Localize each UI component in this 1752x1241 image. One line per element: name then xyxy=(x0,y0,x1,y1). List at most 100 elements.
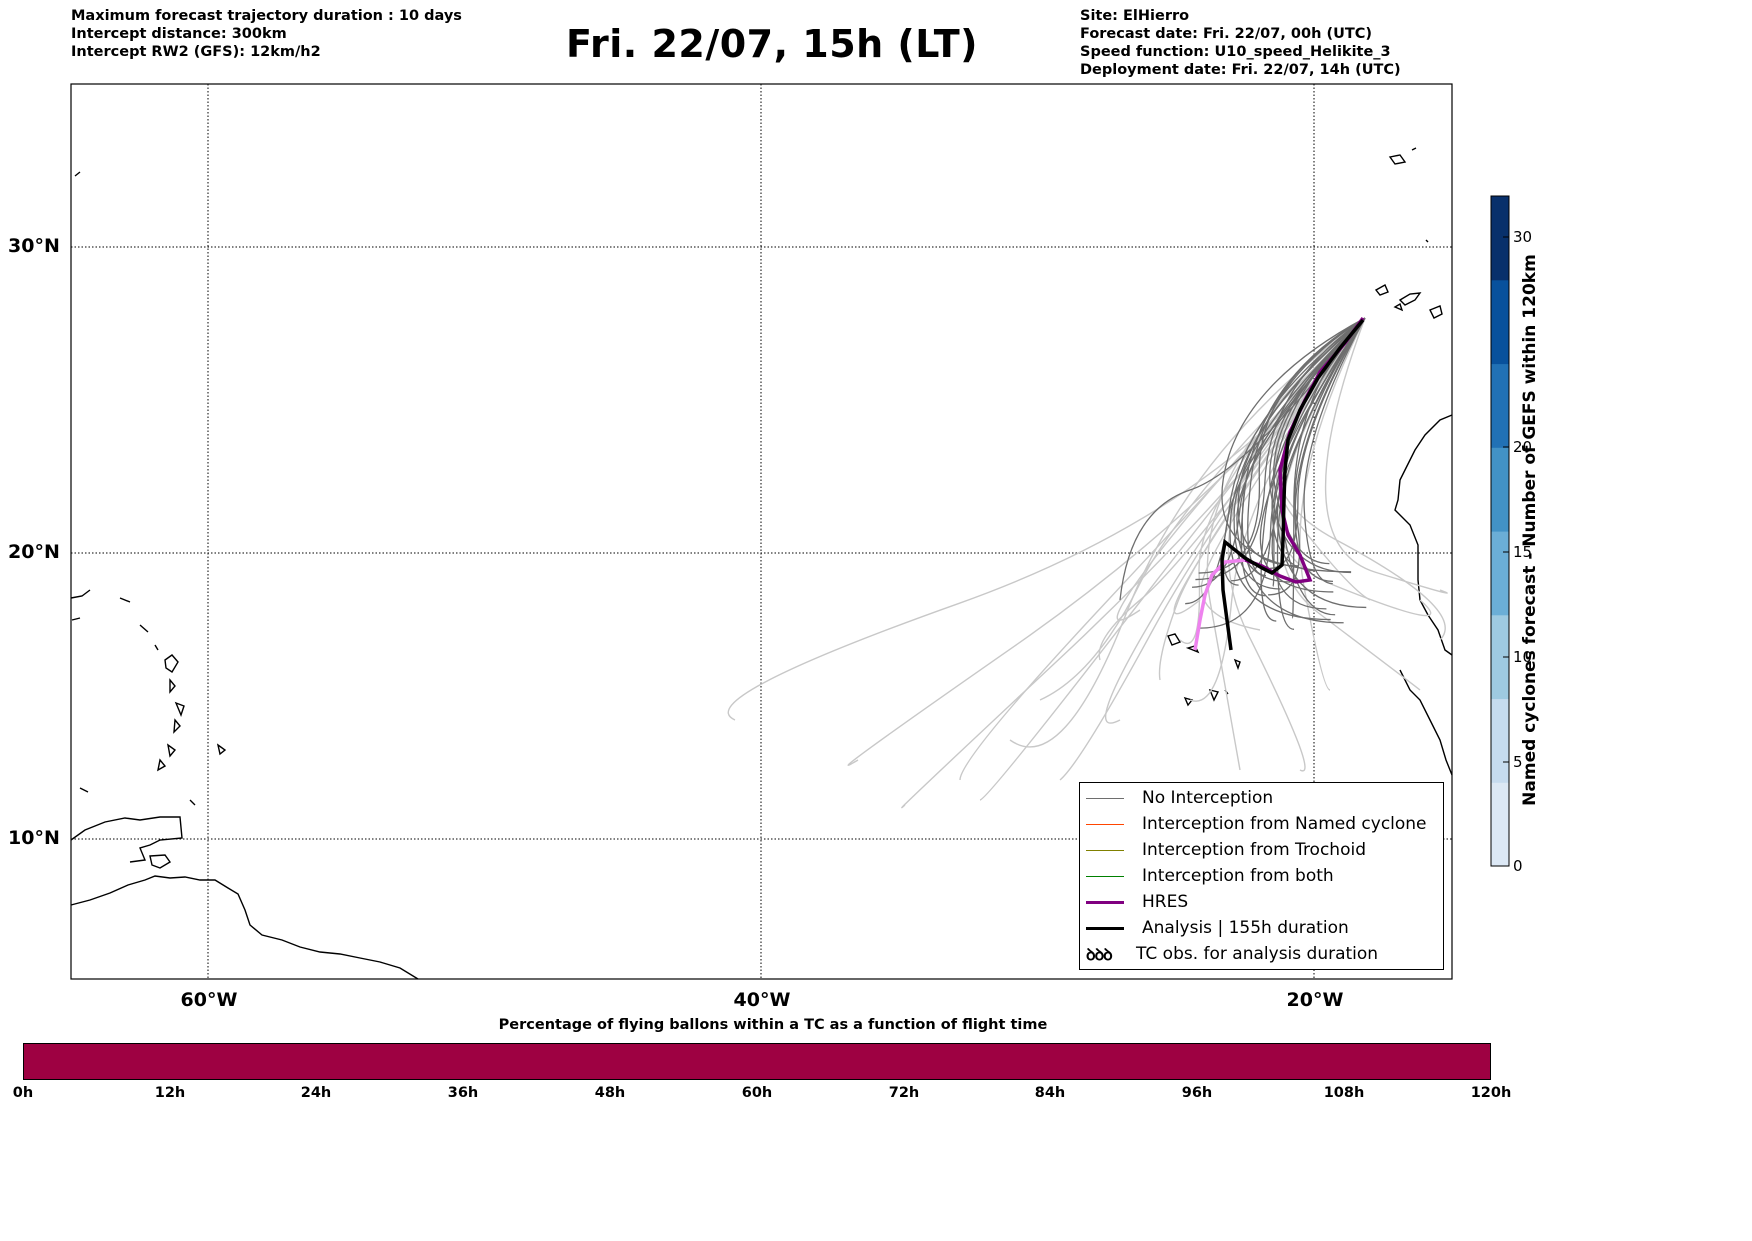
ensemble-trajectory xyxy=(1294,317,1366,583)
colorbar-title: Named cyclones forecast - Number of GEFS… xyxy=(1520,254,1540,806)
flight-time-tick: 72h xyxy=(888,1085,920,1101)
legend-item-no-interception: No Interception xyxy=(1080,785,1273,811)
intercept-rw2-text: Intercept RW2 (GFS): 12km/h2 xyxy=(71,44,321,60)
deployment-date-text: Deployment date: Fri. 22/07, 14h (UTC) xyxy=(1080,62,1401,78)
max-duration-text: Maximum forecast trajectory duration : 1… xyxy=(71,8,462,24)
page-title: Fri. 22/07, 15h (LT) xyxy=(566,22,979,66)
ensemble-trajectory xyxy=(1221,317,1366,573)
ensemble-trajectory xyxy=(1271,317,1366,610)
flight-time-tick: 24h xyxy=(300,1085,332,1101)
ensemble-trajectory xyxy=(1200,317,1366,629)
legend-item-both: Interception from both xyxy=(1080,863,1334,889)
colorbar-segment xyxy=(1491,531,1509,616)
ensemble-trajectory xyxy=(1271,317,1366,572)
analysis-trajectory xyxy=(1220,318,1365,651)
ensemble-trajectory xyxy=(1119,317,1366,601)
ensemble-trajectory xyxy=(1233,317,1366,590)
ensemble-trajectory xyxy=(1240,317,1366,597)
flight-time-tick: 36h xyxy=(447,1085,479,1101)
flight-time-bar-title: Percentage of flying ballons within a TC… xyxy=(498,1017,1048,1033)
legend-swatch xyxy=(1086,823,1124,825)
legend-label: Interception from both xyxy=(1142,866,1334,886)
colorbar-segment xyxy=(1491,447,1509,532)
lat-label-10n: 10°N xyxy=(8,827,60,849)
lesser-antilles xyxy=(79,597,227,806)
legend-swatch xyxy=(1086,900,1124,904)
legend-swatch xyxy=(1086,875,1124,877)
colorbar-segment xyxy=(1491,279,1509,365)
legend-swatch xyxy=(1086,849,1124,851)
trinidad-coast xyxy=(149,854,172,869)
legend-swatch xyxy=(1086,797,1124,799)
cyclone-colorbar-ticks xyxy=(1503,236,1509,867)
flight-time-tick: 60h xyxy=(741,1085,773,1101)
legend-label: Interception from Named cyclone xyxy=(1142,814,1427,834)
ensemble-trajectory xyxy=(1279,317,1421,691)
colorbar-tick: 30 xyxy=(1513,228,1533,246)
legend-item-tc-obs: ꝺꝺꝺ TC obs. for analysis duration xyxy=(1080,941,1378,967)
flight-time-tick: 96h xyxy=(1181,1085,1213,1101)
legend-item-named-cyclone: Interception from Named cyclone xyxy=(1080,811,1427,837)
site-text: Site: ElHierro xyxy=(1080,8,1190,24)
ensemble-trajectory xyxy=(1195,317,1366,581)
ensemble-trajectory xyxy=(1059,317,1366,781)
colorbar-segment xyxy=(1491,196,1509,281)
ensemble-trajectory xyxy=(1259,317,1366,593)
canary-islands xyxy=(1374,284,1443,319)
legend-item-hres: HRES xyxy=(1080,889,1188,915)
legend-label: Analysis | 155h duration xyxy=(1142,918,1349,938)
venezuela-coast xyxy=(70,816,183,863)
legend-label: No Interception xyxy=(1142,788,1274,808)
lat-label-20n: 20°N xyxy=(8,541,60,563)
madeira xyxy=(1388,147,1417,165)
ensemble-trajectory xyxy=(1009,317,1366,748)
cape-verde-islands-far xyxy=(1425,239,1429,243)
ensemble-trajectories-no-interception xyxy=(1119,317,1367,630)
south-america-coast xyxy=(70,875,419,980)
ensemble-trajectory xyxy=(1206,317,1366,771)
ensemble-trajectory xyxy=(1269,317,1366,574)
coastlines xyxy=(70,147,1453,980)
ensemble-trajectory xyxy=(1179,317,1366,645)
cyclone-colorbar-frame xyxy=(1490,195,1510,867)
colorbar-tick: 10 xyxy=(1513,648,1533,666)
flight-time-tick: 108h xyxy=(1323,1085,1365,1101)
lat-label-30n: 30°N xyxy=(8,235,60,257)
legend-item-analysis: Analysis | 155h duration xyxy=(1080,915,1349,941)
colorbar-segment xyxy=(1491,614,1509,700)
west-africa-coast xyxy=(1394,414,1453,656)
speed-function-text: Speed function: U10_speed_Helikite_3 xyxy=(1080,44,1391,60)
ensemble-trajectory xyxy=(1229,317,1366,621)
flight-time-tick: 84h xyxy=(1034,1085,1066,1101)
colorbar-tick: 5 xyxy=(1513,753,1523,771)
colorbar-tick: 0 xyxy=(1513,857,1523,875)
legend-label: HRES xyxy=(1142,892,1189,912)
colorbar-segment xyxy=(1491,782,1509,867)
lon-label-40w: 40°W xyxy=(733,989,791,1011)
ensemble-trajectory xyxy=(1324,317,1448,594)
run-parameters: Maximum forecast trajectory duration : 1… xyxy=(71,7,462,61)
flight-time-percentage-bar xyxy=(23,1043,1491,1080)
cyclone-colorbar xyxy=(1491,196,1509,867)
tc-obs-symbol-icon: ꝺꝺꝺ xyxy=(1086,945,1113,964)
map-legend: No Interception Interception from Named … xyxy=(1079,782,1444,970)
legend-swatch xyxy=(1086,926,1124,930)
hres-trajectory-tail xyxy=(1193,558,1246,651)
ensemble-trajectory xyxy=(1104,317,1366,724)
flight-time-tick: 0h xyxy=(12,1085,34,1101)
legend-label: Interception from Trochoid xyxy=(1142,840,1366,860)
colorbar-tick: 20 xyxy=(1513,438,1533,456)
flight-time-tick: 48h xyxy=(594,1085,626,1101)
flight-time-tick: 12h xyxy=(154,1085,186,1101)
lon-label-60w: 60°W xyxy=(180,989,238,1011)
legend-item-trochoid: Interception from Trochoid xyxy=(1080,837,1366,863)
intercept-distance-text: Intercept distance: 300km xyxy=(71,26,287,42)
puerto-rico xyxy=(70,171,91,621)
forecast-date-text: Forecast date: Fri. 22/07, 00h (UTC) xyxy=(1080,26,1373,42)
flight-time-tick: 120h xyxy=(1470,1085,1512,1101)
lon-label-20w: 20°W xyxy=(1286,989,1344,1011)
west-africa-coast-south xyxy=(1399,669,1453,776)
colorbar-tick: 15 xyxy=(1513,543,1533,561)
ensemble-trajectory xyxy=(1303,317,1366,585)
ensemble-trajectory xyxy=(1276,317,1366,630)
